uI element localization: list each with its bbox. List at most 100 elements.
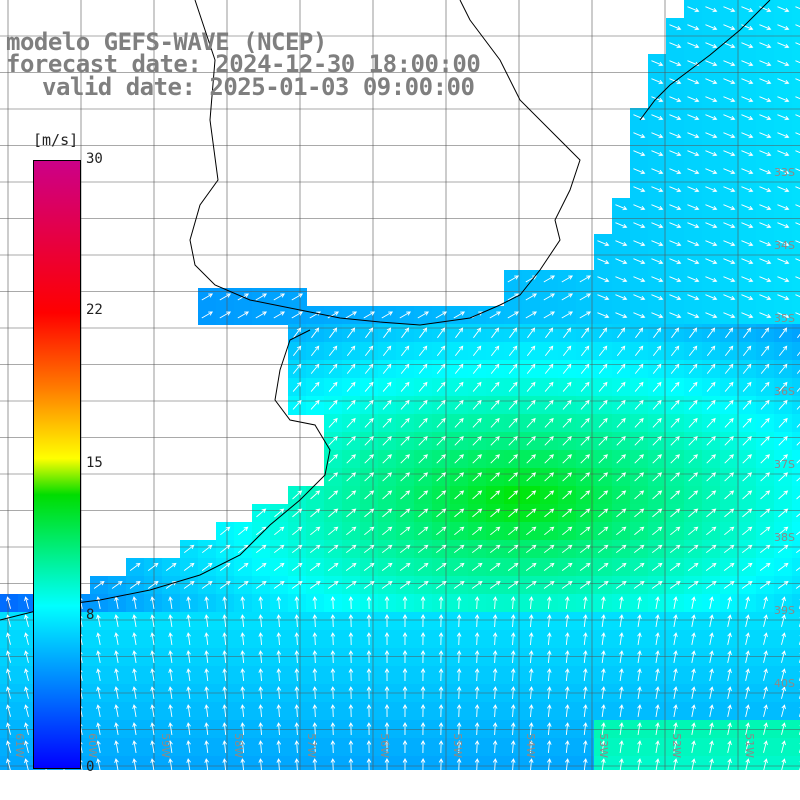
wind-arrow — [346, 490, 357, 500]
wind-cell — [738, 396, 757, 415]
wind-arrow — [240, 650, 246, 664]
wind-arrow — [489, 562, 501, 571]
wind-arrow — [795, 96, 800, 100]
wind-arrow — [795, 222, 800, 226]
wind-cell — [684, 414, 703, 433]
wind-arrow — [580, 472, 591, 482]
wind-arrow — [473, 327, 482, 339]
wind-arrow — [382, 472, 393, 482]
latitude-label: 38S — [774, 531, 795, 544]
wind-arrow — [312, 722, 318, 736]
wind-cell — [594, 666, 613, 685]
wind-arrow — [471, 544, 483, 554]
wind-cell — [342, 684, 361, 703]
wind-arrow — [616, 363, 626, 374]
wind-arrow — [565, 668, 570, 682]
wind-cell — [522, 396, 541, 415]
wind-cell — [540, 738, 559, 757]
wind-arrow — [601, 668, 606, 682]
wind-cell — [702, 414, 721, 433]
wind-cell — [198, 540, 217, 559]
wind-arrow — [669, 294, 682, 301]
wind-arrow — [723, 580, 735, 589]
latitude-label: 36S — [774, 385, 795, 398]
wind-arrow — [544, 399, 554, 410]
wind-cell — [162, 576, 181, 595]
wind-cell — [702, 630, 721, 649]
wind-cell — [468, 468, 487, 487]
wind-cell — [558, 378, 577, 397]
wind-cell — [306, 540, 325, 559]
wind-arrow — [420, 632, 426, 646]
wind-cell — [414, 486, 433, 505]
wind-arrow — [619, 614, 624, 628]
wind-cell — [738, 540, 757, 559]
wind-arrow — [673, 650, 678, 663]
wind-arrow — [691, 704, 696, 717]
wind-arrow — [168, 650, 173, 663]
wind-arrow — [583, 704, 588, 718]
wind-cell — [612, 576, 631, 595]
wind-arrow — [437, 327, 446, 339]
wind-cell — [558, 576, 577, 595]
wind-cell — [774, 612, 793, 631]
wind-cell — [324, 630, 343, 649]
wind-cell — [504, 396, 523, 415]
wind-arrow — [96, 758, 101, 771]
wind-arrow — [435, 580, 447, 589]
wind-cell — [378, 450, 397, 469]
wind-cell — [288, 342, 307, 361]
wind-cell — [576, 486, 595, 505]
wind-cell — [612, 666, 631, 685]
wind-arrow — [490, 472, 501, 482]
wind-arrow — [273, 580, 285, 589]
wind-cell — [486, 738, 505, 757]
wind-arrow — [669, 562, 681, 571]
wind-arrow — [186, 722, 191, 736]
wind-cell — [702, 468, 721, 487]
wind-arrow — [490, 436, 500, 446]
wind-arrow — [616, 472, 627, 482]
wind-cell — [288, 558, 307, 577]
wind-arrow — [634, 417, 644, 428]
wind-arrow — [688, 472, 699, 482]
wind-cell — [504, 558, 523, 577]
wind-cell — [594, 738, 613, 757]
wind-cell — [576, 504, 595, 523]
wind-arrow — [579, 580, 591, 589]
wind-arrow — [759, 96, 772, 103]
wind-arrow — [237, 562, 249, 571]
wind-arrow — [348, 758, 354, 772]
wind-arrow — [598, 454, 608, 464]
wind-arrow — [705, 114, 718, 121]
wind-arrow — [294, 668, 300, 682]
wind-cell — [648, 522, 667, 541]
wind-cell — [666, 612, 685, 631]
wind-arrow — [348, 722, 354, 736]
wind-arrow — [760, 345, 770, 357]
wind-cell — [612, 612, 631, 631]
wind-cell — [432, 540, 451, 559]
wind-arrow — [781, 650, 786, 663]
wind-cell — [378, 594, 397, 613]
wind-arrow — [598, 345, 608, 357]
wind-arrow — [795, 6, 800, 10]
wind-arrow — [759, 222, 772, 229]
wind-cell — [738, 576, 757, 595]
wind-cell — [738, 612, 757, 631]
wind-arrow — [147, 580, 159, 589]
wind-arrow — [562, 526, 573, 536]
longitude-label: 60W — [86, 733, 99, 758]
wind-arrow — [561, 293, 574, 301]
wind-cell — [612, 324, 631, 343]
latitude-label: 37S — [774, 458, 795, 471]
wind-arrow — [741, 544, 753, 554]
wind-cell — [774, 378, 793, 397]
wind-arrow — [691, 632, 696, 645]
wind-cell — [288, 630, 307, 649]
wind-arrow — [526, 363, 536, 374]
wind-arrow — [562, 472, 573, 482]
wind-arrow — [688, 436, 698, 446]
wind-cell — [558, 702, 577, 721]
